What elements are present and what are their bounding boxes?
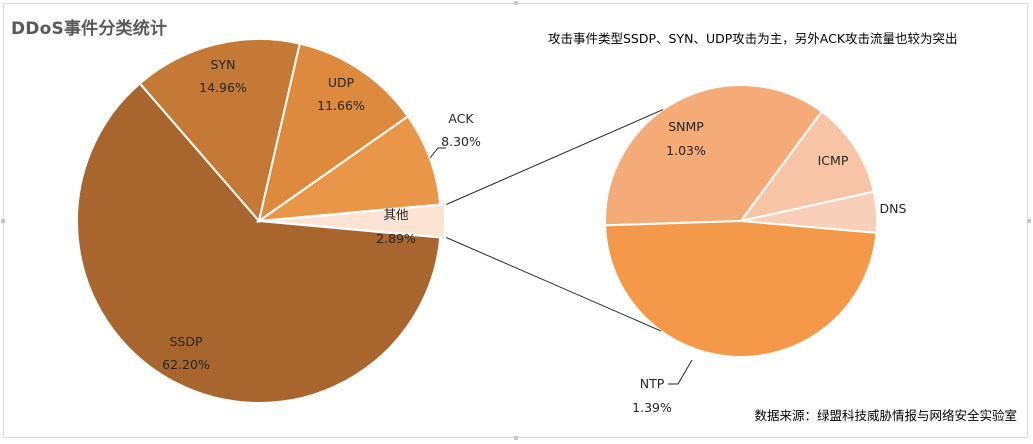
secondary-value-SNMP: 1.03% — [666, 143, 706, 158]
slice-value-其他: 2.89% — [376, 231, 416, 246]
pie-slice-其他 — [262, 203, 447, 239]
pie-slice-ACK — [255, 115, 442, 223]
resize-handle-left[interactable] — [1, 219, 5, 223]
leader-line-NTP — [668, 359, 693, 385]
slice-label-SYN: SYN — [211, 57, 236, 72]
pie-slice-SSDP — [76, 82, 442, 404]
secondary-label-SNMP: SNMP — [668, 119, 704, 134]
pie-slice-SYN — [138, 38, 301, 224]
slice-value-SYN: 14.96% — [199, 80, 247, 95]
secondary-label-ICMP: ICMP — [818, 153, 849, 168]
slice-label-ACK: ACK — [448, 111, 474, 126]
slice-label-UDP: UDP — [328, 75, 355, 90]
secondary-slice-SNMP — [604, 84, 824, 227]
slice-value-UDP: 11.66% — [317, 98, 365, 113]
slice-value-ACK: 8.30% — [441, 134, 481, 149]
secondary-slice-NTP — [604, 219, 878, 358]
chart-annotation: 攻击事件类型SSDP、SYN、UDP攻击为主，另外ACK攻击流量也较为突出 — [548, 31, 958, 46]
resize-handle-bottom[interactable] — [514, 436, 518, 440]
connector-line-bottom — [446, 237, 662, 332]
connector-line-top — [446, 109, 664, 205]
secondary-value-NTP: 1.39% — [632, 400, 672, 415]
slice-label-SSDP: SSDP — [169, 334, 202, 349]
resize-handle-right[interactable] — [1027, 219, 1031, 223]
pie-slice-UDP — [257, 42, 410, 224]
data-source-note: 数据来源：绿盟科技威胁情报与网络安全实验室 — [754, 408, 1017, 423]
resize-handle-top[interactable] — [514, 1, 518, 5]
leader-line-ACK — [429, 147, 446, 159]
secondary-slice-ICMP — [738, 110, 875, 223]
slice-value-SSDP: 62.20% — [162, 357, 210, 372]
secondary-label-DNS: DNS — [880, 201, 907, 216]
chart-title: DDoS事件分类统计 — [11, 19, 168, 39]
secondary-label-NTP: NTP — [640, 376, 665, 391]
slice-label-其他: 其他 — [383, 207, 409, 222]
